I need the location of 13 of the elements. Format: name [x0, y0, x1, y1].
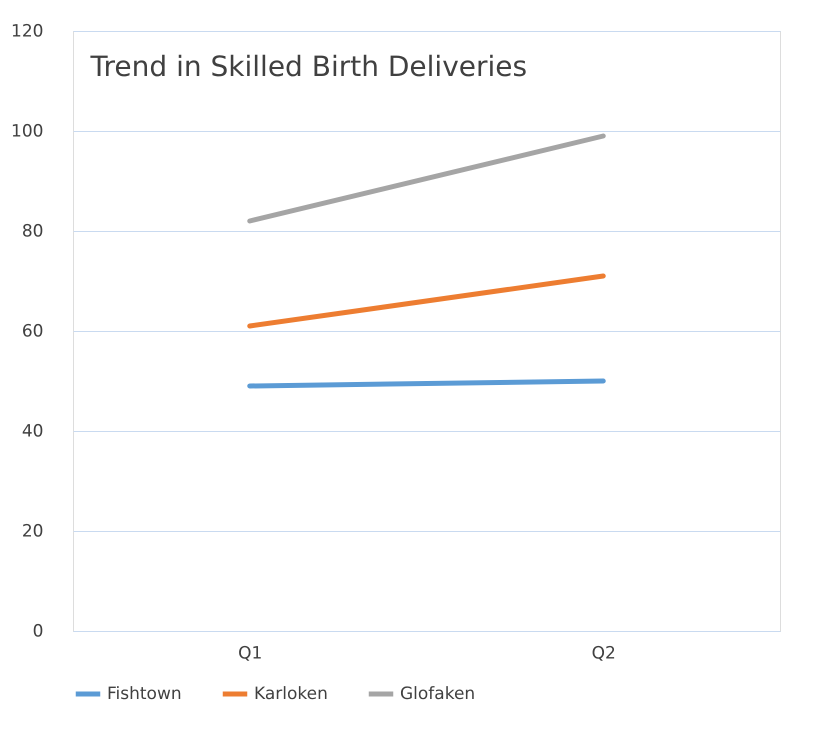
- y-tick-label: 100: [11, 122, 44, 142]
- legend-label: Fishtown: [107, 684, 182, 704]
- x-tick-label: Q1: [238, 644, 262, 664]
- x-tick-label: Q2: [592, 644, 616, 664]
- y-tick-label: 80: [22, 222, 44, 242]
- y-tick-label: 60: [22, 322, 44, 342]
- y-tick-label: 0: [32, 622, 44, 642]
- y-tick-label: 120: [11, 22, 44, 42]
- y-tick-label: 40: [22, 422, 44, 442]
- legend-label: Glofaken: [400, 684, 476, 704]
- y-tick-label: 20: [22, 522, 44, 542]
- legend-label: Karloken: [254, 684, 328, 704]
- text: Trend in Skilled Birth Deliveries: [90, 50, 528, 83]
